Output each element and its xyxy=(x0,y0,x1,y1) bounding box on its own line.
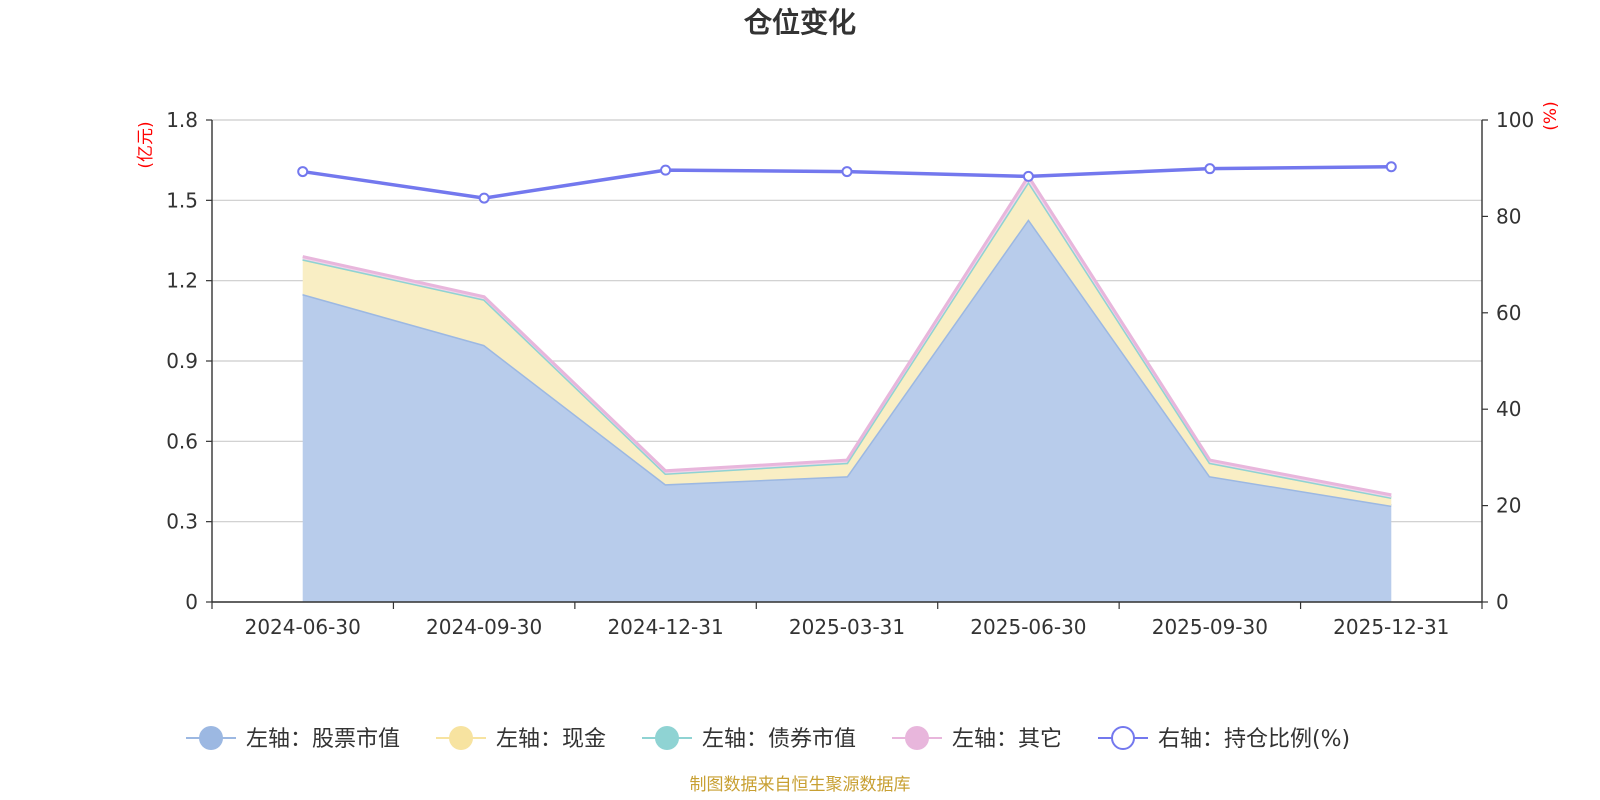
legend-label: 左轴：其它 xyxy=(952,727,1062,752)
ratio-point xyxy=(297,166,309,178)
area-左轴：现金 xyxy=(302,181,1392,506)
ratio-point xyxy=(1385,161,1397,173)
x-tick-label: 2025-03-31 xyxy=(789,615,905,639)
x-tick-label: 2024-12-31 xyxy=(607,615,723,639)
left-tick-label: 0.3 xyxy=(166,510,198,534)
x-tick-label: 2024-09-30 xyxy=(426,615,542,639)
x-tick-label: 2024-06-30 xyxy=(245,615,361,639)
right-axis-unit: (%) xyxy=(1541,101,1561,130)
legend-marker xyxy=(905,726,929,750)
legend: 左轴：股票市值 左轴：现金 左轴：债券市值 左轴：其它 右轴：持仓比例(%) xyxy=(186,726,1350,752)
legend-item: 左轴：其它 xyxy=(892,726,1062,752)
stacked-areas xyxy=(302,173,1392,603)
legend-item: 左轴：债券市值 xyxy=(642,726,856,752)
x-tick-label: 2025-09-30 xyxy=(1152,615,1268,639)
ratio-point xyxy=(478,192,490,204)
x-tick-label: 2025-12-31 xyxy=(1333,615,1449,639)
right-tick-label: 20 xyxy=(1496,494,1521,518)
left-tick-label: 0.6 xyxy=(166,429,198,453)
source-note: 制图数据来自恒生聚源数据库 xyxy=(690,775,911,795)
axes: 0 0.3 0.6 0.9 1.2 1.5 1.8 0 20 40 60 80 100 2024-06-3… xyxy=(166,108,1534,639)
legend-marker xyxy=(449,726,473,750)
chart-title: 仓位变化 xyxy=(744,6,856,39)
legend-label: 左轴：现金 xyxy=(496,727,606,752)
right-tick-label: 60 xyxy=(1496,301,1521,325)
left-tick-label: 1.8 xyxy=(166,108,198,132)
left-tick-label: 1.2 xyxy=(166,269,198,293)
left-tick-label: 0 xyxy=(185,590,198,614)
right-tick-label: 100 xyxy=(1496,108,1534,132)
right-tick-label: 80 xyxy=(1496,204,1521,228)
legend-marker xyxy=(1111,726,1135,750)
legend-item: 左轴：现金 xyxy=(436,726,606,752)
legend-label: 左轴：股票市值 xyxy=(246,727,400,752)
right-tick-label: 0 xyxy=(1496,590,1509,614)
legend-label: 左轴：债券市值 xyxy=(702,727,856,752)
ratio-point xyxy=(841,166,853,178)
legend-label: 右轴：持仓比例(%) xyxy=(1158,727,1350,752)
left-tick-label: 1.5 xyxy=(166,188,198,212)
legend-marker xyxy=(199,726,223,750)
ratio-point xyxy=(660,164,672,176)
legend-item: 右轴：持仓比例(%) xyxy=(1098,726,1350,752)
x-tick-label: 2025-06-30 xyxy=(970,615,1086,639)
area-edge-左轴：其它 xyxy=(302,173,1392,497)
area-左轴：股票市值 xyxy=(302,219,1392,603)
legend-item: 左轴：股票市值 xyxy=(186,726,400,752)
right-tick-label: 40 xyxy=(1496,397,1521,421)
ratio-line xyxy=(297,161,1397,204)
left-axis-unit: (亿元) xyxy=(136,121,156,168)
ratio-point xyxy=(1204,163,1216,175)
ratio-point xyxy=(1022,170,1034,182)
left-tick-label: 0.9 xyxy=(166,349,198,373)
legend-marker xyxy=(655,726,679,750)
